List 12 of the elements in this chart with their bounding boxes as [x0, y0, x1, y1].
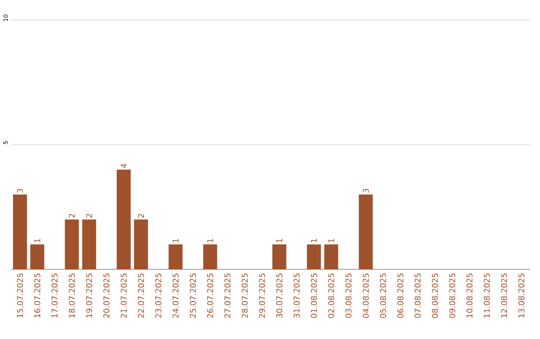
bar: [168, 244, 183, 270]
bar: [13, 194, 27, 270]
bar: [272, 244, 286, 270]
bar: [30, 244, 44, 270]
bar: [82, 219, 96, 270]
bar: [64, 219, 79, 270]
bar: [324, 244, 338, 270]
bar: [306, 244, 321, 270]
bar: [116, 170, 131, 270]
bar: [134, 219, 148, 270]
bar: [358, 194, 373, 270]
bar: [203, 244, 218, 270]
